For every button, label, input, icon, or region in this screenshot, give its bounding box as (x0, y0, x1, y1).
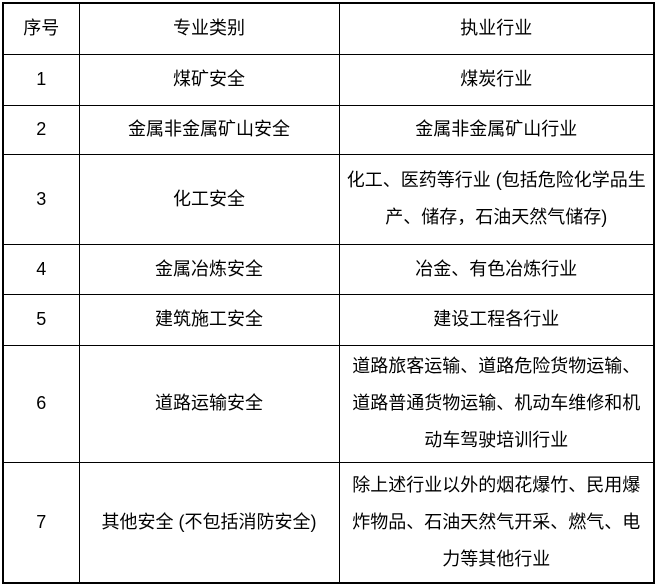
header-row: 序号 专业类别 执业行业 (2, 2, 655, 55)
row-number-cell: 5 (2, 293, 80, 346)
category-cell: 道路运输安全 (78, 344, 340, 463)
row-number-cell: 2 (2, 104, 80, 155)
table-body: 1 煤矿安全 煤炭行业 2 金属非金属矿山安全 金属非金属矿山行业 3 化工安全… (2, 53, 655, 584)
header-cell-category: 专业类别 (78, 2, 340, 55)
table-row: 3 化工安全 化工、医药等行业 (包括危险化学品生产、储存，石油天然气储存) (2, 153, 655, 245)
category-cell: 建筑施工安全 (78, 293, 340, 346)
row-number-cell: 6 (2, 344, 80, 463)
row-number-cell: 1 (2, 53, 80, 106)
table-row: 4 金属冶炼安全 冶金、有色冶炼行业 (2, 243, 655, 295)
category-cell: 金属非金属矿山安全 (78, 104, 340, 155)
table-row: 1 煤矿安全 煤炭行业 (2, 53, 655, 106)
category-cell: 其他安全 (不包括消防安全) (78, 461, 340, 584)
table-row: 5 建筑施工安全 建设工程各行业 (2, 293, 655, 346)
header-cell-industry: 执业行业 (338, 2, 655, 55)
industry-cell: 化工、医药等行业 (包括危险化学品生产、储存，石油天然气储存) (338, 153, 655, 245)
row-number-cell: 3 (2, 153, 80, 245)
row-number-cell: 7 (2, 461, 80, 584)
industry-cell: 除上述行业以外的烟花爆竹、民用爆炸物品、石油天然气开采、燃气、电力等其他行业 (338, 461, 655, 584)
category-cell: 煤矿安全 (78, 53, 340, 106)
row-number-cell: 4 (2, 243, 80, 295)
table-row: 7 其他安全 (不包括消防安全) 除上述行业以外的烟花爆竹、民用爆炸物品、石油天… (2, 461, 655, 584)
industry-cell: 煤炭行业 (338, 53, 655, 106)
industry-cell: 建设工程各行业 (338, 293, 655, 346)
industry-cell: 冶金、有色冶炼行业 (338, 243, 655, 295)
table-header: 序号 专业类别 执业行业 (2, 2, 655, 55)
header-cell-number: 序号 (2, 2, 80, 55)
table-row: 6 道路运输安全 道路旅客运输、道路危险货物运输、道路普通货物运输、机动车维修和… (2, 344, 655, 463)
category-cell: 化工安全 (78, 153, 340, 245)
industry-cell: 道路旅客运输、道路危险货物运输、道路普通货物运输、机动车维修和机动车驾驶培训行业 (338, 344, 655, 463)
industry-cell: 金属非金属矿山行业 (338, 104, 655, 155)
category-cell: 金属冶炼安全 (78, 243, 340, 295)
table-row: 2 金属非金属矿山安全 金属非金属矿山行业 (2, 104, 655, 155)
